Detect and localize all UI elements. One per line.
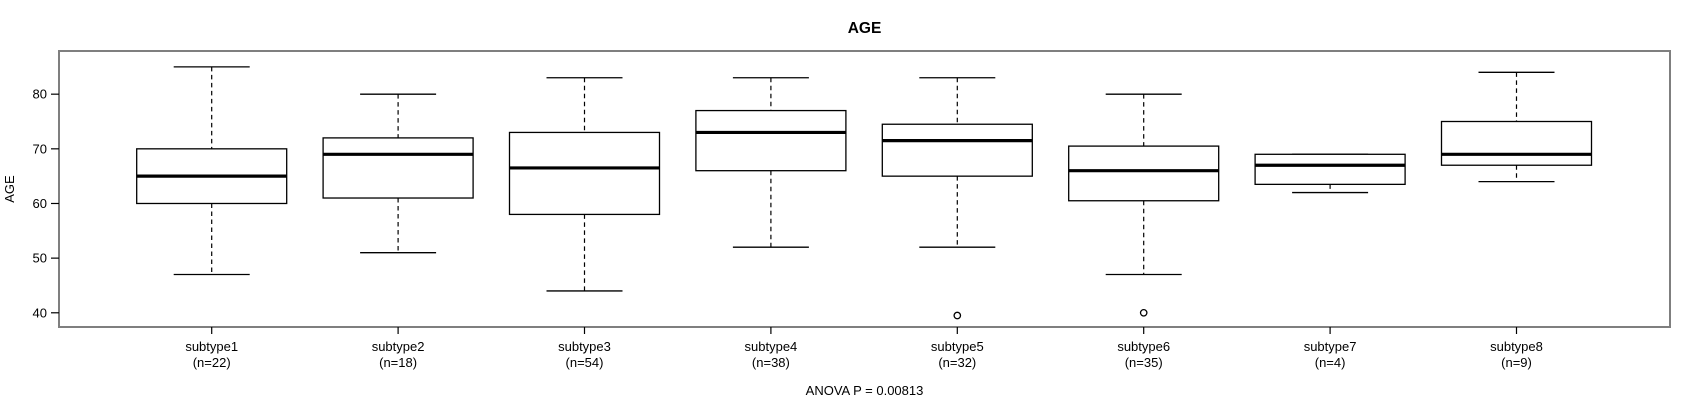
group-label: subtype1 <box>185 339 238 354</box>
group-sublabel: (n=35) <box>1125 355 1163 370</box>
outlier-point <box>953 311 962 320</box>
group-label: subtype4 <box>745 339 798 354</box>
group-label: subtype2 <box>372 339 425 354</box>
box <box>881 123 1033 177</box>
box <box>1254 153 1406 186</box>
group-sublabel: (n=18) <box>379 355 417 370</box>
chart-title: AGE <box>848 20 882 37</box>
group-label: subtype8 <box>1490 339 1543 354</box>
y-axis-label: AGE <box>2 175 17 203</box>
group-label: subtype6 <box>1117 339 1170 354</box>
group-sublabel: (n=32) <box>938 355 976 370</box>
y-tick-label: 50 <box>33 251 47 266</box>
box <box>1068 145 1220 202</box>
anova-annotation: ANOVA P = 0.00813 <box>806 383 924 398</box>
group-label: subtype5 <box>931 339 984 354</box>
group-sublabel: (n=54) <box>566 355 604 370</box>
box <box>1440 120 1593 166</box>
y-tick-label: 80 <box>33 87 47 102</box>
group-label: subtype7 <box>1304 339 1357 354</box>
y-tick-label: 40 <box>33 305 47 320</box>
group-sublabel: (n=22) <box>193 355 231 370</box>
box <box>695 109 847 172</box>
box <box>322 137 474 199</box>
group-sublabel: (n=4) <box>1315 355 1346 370</box>
outlier-point <box>1139 308 1148 317</box>
y-tick-label: 70 <box>33 141 47 156</box>
plot-frame <box>58 50 1671 328</box>
box <box>508 131 661 216</box>
y-tick-label: 60 <box>33 196 47 211</box>
group-label: subtype3 <box>558 339 611 354</box>
group-sublabel: (n=38) <box>752 355 790 370</box>
group-sublabel: (n=9) <box>1501 355 1532 370</box>
